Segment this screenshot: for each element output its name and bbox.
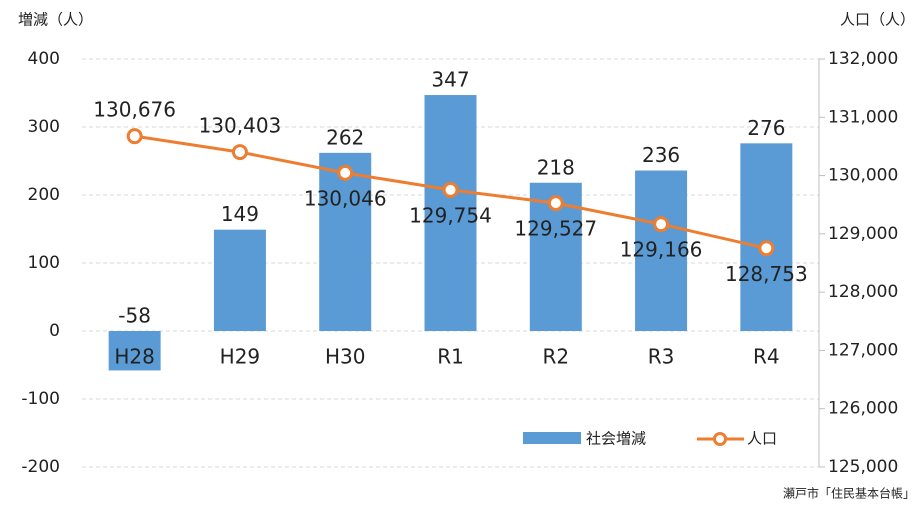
y-tick-label: 200 bbox=[28, 185, 60, 205]
y-tick-label: -200 bbox=[21, 457, 60, 477]
line-marker bbox=[337, 164, 354, 181]
bar bbox=[635, 170, 688, 331]
bar-value-label: 347 bbox=[431, 68, 469, 92]
legend-marker bbox=[713, 432, 727, 446]
bar bbox=[319, 152, 372, 331]
line-marker bbox=[231, 144, 248, 161]
bar-value-label: 276 bbox=[747, 116, 785, 140]
line-value-label: 129,166 bbox=[620, 238, 703, 262]
y2-tick-label: 125,000 bbox=[828, 457, 898, 477]
y-axis-title: 増減（人） bbox=[18, 11, 93, 29]
bar-value-label: 218 bbox=[537, 155, 575, 179]
y-tick-label: -100 bbox=[21, 389, 60, 409]
x-tick-label: H30 bbox=[325, 345, 366, 369]
source: 瀬戸市「住民基本台帳」 bbox=[783, 486, 915, 501]
bar bbox=[108, 331, 161, 371]
y2-tick-label: 128,000 bbox=[828, 282, 898, 302]
y2-tick-label: 129,000 bbox=[828, 224, 898, 244]
x-tick-label: R1 bbox=[437, 345, 464, 369]
x-tick-label: R2 bbox=[542, 345, 569, 369]
line-value-label: 130,403 bbox=[199, 114, 282, 138]
line-value-label: 130,676 bbox=[93, 98, 176, 122]
y2-tick-label: 126,000 bbox=[828, 399, 898, 419]
bar bbox=[424, 95, 477, 331]
y2-tick-label: 130,000 bbox=[828, 166, 898, 186]
bar bbox=[740, 143, 793, 331]
line-marker bbox=[653, 216, 670, 233]
y-tick-label: 0 bbox=[49, 321, 60, 341]
line-marker bbox=[547, 195, 564, 212]
legend-label: 人口 bbox=[747, 430, 777, 448]
y2-axis-title: 人口（人） bbox=[840, 11, 915, 29]
y-tick-label: 100 bbox=[28, 253, 60, 273]
y2-tick-label: 132,000 bbox=[828, 49, 898, 69]
line-value-label: 130,046 bbox=[304, 186, 387, 210]
y-tick-label: 300 bbox=[28, 117, 60, 137]
line-value-label: 128,753 bbox=[725, 262, 808, 286]
line-value-label: 129,527 bbox=[514, 217, 597, 241]
bar-value-label: 236 bbox=[642, 143, 680, 167]
x-tick-label: R4 bbox=[753, 345, 780, 369]
bar-value-label: 149 bbox=[221, 202, 259, 226]
bar-value-label: -58 bbox=[118, 304, 151, 328]
line-marker bbox=[442, 181, 459, 198]
x-tick-label: H28 bbox=[114, 345, 155, 369]
line-marker bbox=[126, 128, 143, 145]
line-value-label: 129,754 bbox=[409, 203, 492, 227]
bar bbox=[213, 229, 266, 331]
x-tick-label: H29 bbox=[220, 345, 261, 369]
legend-swatch bbox=[523, 432, 581, 444]
x-tick-label: R3 bbox=[648, 345, 675, 369]
line-marker bbox=[758, 240, 775, 257]
bar-value-label: 262 bbox=[326, 125, 364, 149]
legend-label: 社会増減 bbox=[586, 430, 646, 448]
y-tick-label: 400 bbox=[28, 49, 60, 69]
y2-tick-label: 127,000 bbox=[828, 340, 898, 360]
y2-tick-label: 131,000 bbox=[828, 107, 898, 127]
